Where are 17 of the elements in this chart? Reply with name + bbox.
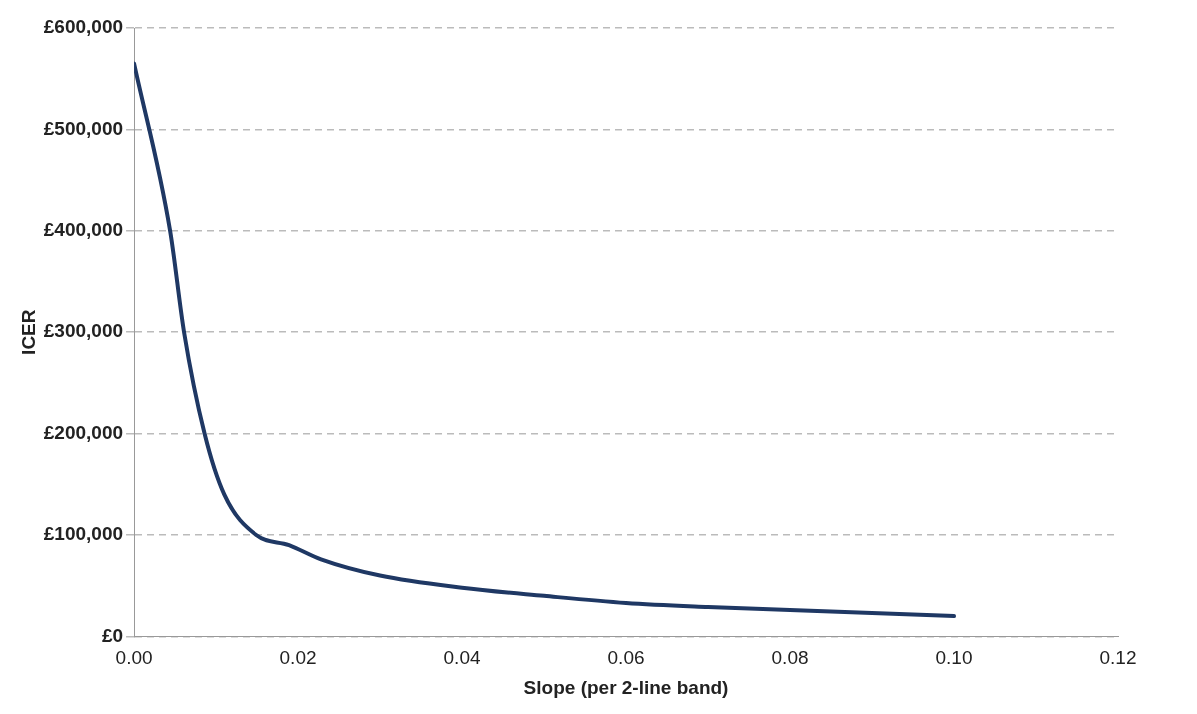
x-axis-title: Slope (per 2-line band)	[523, 676, 729, 698]
y-tick-label: £0	[101, 624, 124, 646]
x-tick-label: 0.02	[279, 647, 317, 669]
y-tick-label: £100,000	[43, 523, 124, 545]
line-series	[134, 61, 957, 619]
x-tick-label: 0.00	[115, 647, 153, 669]
x-tick-label: 0.06	[607, 647, 645, 669]
x-tick-label: 0.04	[443, 647, 481, 669]
y-tick-label: £500,000	[43, 117, 124, 139]
x-tick-label: 0.10	[935, 647, 973, 669]
y-tick-label: £600,000	[43, 16, 124, 38]
y-tick-label: £200,000	[43, 421, 124, 443]
x-tick-label: 0.12	[1099, 647, 1137, 669]
y-tick-label: £400,000	[43, 219, 124, 241]
y-axis-title: ICER	[17, 309, 39, 355]
x-tick-label: 0.08	[771, 647, 809, 669]
y-tick-label: £300,000	[43, 320, 124, 342]
